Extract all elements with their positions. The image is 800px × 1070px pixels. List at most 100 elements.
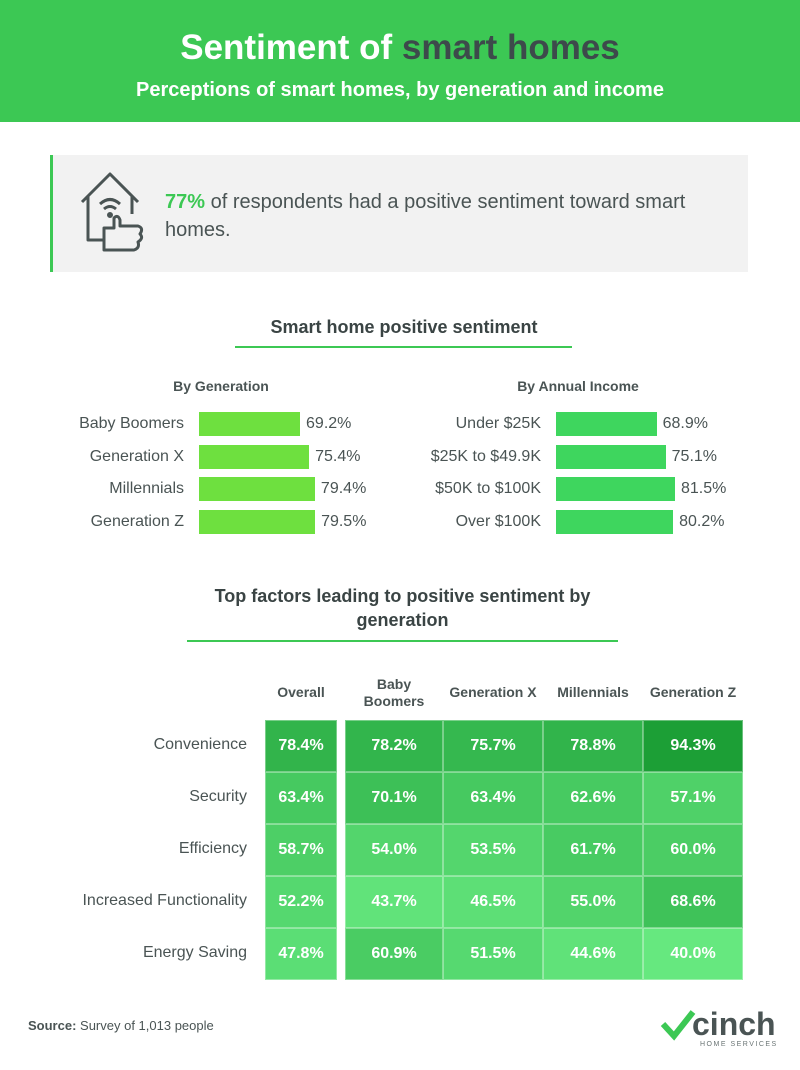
value-label: 79.4% bbox=[320, 480, 367, 497]
heatmap-cell bbox=[345, 772, 443, 824]
subtitle: Perceptions of smart homes, by generatio… bbox=[136, 79, 664, 101]
cell-label: 75.7% bbox=[470, 737, 516, 754]
value-label: 80.2% bbox=[679, 513, 725, 530]
heatmap-cell bbox=[643, 824, 743, 876]
cell-label: 57.1% bbox=[670, 789, 716, 806]
cell-label: 60.0% bbox=[670, 841, 716, 858]
logo-tagline: HOME SERVICES bbox=[700, 1041, 778, 1048]
cell-label: 51.5% bbox=[470, 945, 516, 962]
heatmap-cell bbox=[265, 928, 337, 980]
cell-label: 78.8% bbox=[570, 737, 616, 754]
cell-label: 70.1% bbox=[371, 789, 417, 806]
heatmap-cell bbox=[543, 824, 643, 876]
heatmap-cell bbox=[543, 772, 643, 824]
source-label: Source: bbox=[28, 1018, 77, 1033]
bar bbox=[556, 412, 657, 436]
logo-name: cinch bbox=[692, 1006, 776, 1042]
heatmap-cell bbox=[543, 876, 643, 928]
section-underline bbox=[235, 346, 572, 348]
heatmap-cell bbox=[265, 772, 337, 824]
cell-label: 58.7% bbox=[278, 841, 324, 858]
cell-label: 53.5% bbox=[470, 841, 516, 858]
title: Sentiment of smart homes bbox=[0, 28, 800, 68]
bar bbox=[199, 412, 301, 436]
category-label: Generation Z bbox=[90, 513, 184, 530]
section-title: Smart home positive sentiment bbox=[270, 317, 538, 337]
cell-label: 60.9% bbox=[371, 945, 417, 962]
row-label: Efficiency bbox=[178, 840, 247, 857]
cell-label: 63.4% bbox=[470, 789, 516, 806]
heatmap-cell bbox=[345, 824, 443, 876]
category-label: Baby Boomers bbox=[79, 415, 184, 432]
heatmap-title: Top factors leading to positive sentimen… bbox=[214, 586, 591, 630]
heatmap-cell bbox=[265, 720, 337, 772]
heatmap-cell bbox=[643, 928, 743, 980]
heatmap-cell bbox=[643, 876, 743, 928]
cell-label: 54.0% bbox=[371, 841, 417, 858]
cell-label: 46.5% bbox=[470, 893, 516, 910]
bar-chart-title: By Annual Income bbox=[517, 378, 639, 394]
source: Source: Survey of 1,013 people bbox=[28, 1018, 214, 1033]
callout-box bbox=[50, 155, 748, 272]
cell-label: 52.2% bbox=[278, 893, 324, 910]
heatmap-cell bbox=[643, 772, 743, 824]
heatmap-cell bbox=[265, 824, 337, 876]
source-text: Survey of 1,013 people bbox=[80, 1018, 214, 1033]
category-label: Generation X bbox=[89, 448, 184, 465]
column-header: Generation Z bbox=[649, 684, 737, 700]
column-header: Millennials bbox=[557, 684, 629, 700]
cell-label: 78.4% bbox=[278, 737, 324, 754]
bar bbox=[556, 445, 666, 469]
value-label: 68.9% bbox=[662, 415, 708, 432]
cell-label: 47.8% bbox=[278, 945, 324, 962]
category-label: Over $100K bbox=[455, 513, 541, 530]
row-label: Increased Functionality bbox=[82, 892, 247, 909]
heatmap-cell bbox=[345, 928, 443, 980]
cell-label: 68.6% bbox=[670, 893, 716, 910]
heatmap-cell bbox=[443, 720, 543, 772]
value-label: 81.5% bbox=[680, 480, 727, 497]
category-label: $50K to $100K bbox=[435, 480, 541, 497]
heatmap-cell bbox=[345, 876, 443, 928]
value-label: 69.2% bbox=[306, 415, 352, 432]
heatmap-underline bbox=[187, 640, 618, 642]
row-label: Convenience bbox=[153, 736, 247, 753]
heatmap-cell bbox=[543, 720, 643, 772]
heatmap-cell bbox=[443, 772, 543, 824]
category-label: $25K to $49.9K bbox=[430, 448, 541, 465]
bar bbox=[556, 510, 674, 534]
heatmap-cell bbox=[265, 876, 337, 928]
cell-label: 55.0% bbox=[570, 893, 616, 910]
heatmap-cell bbox=[543, 928, 643, 980]
house-icon bbox=[80, 172, 144, 252]
value-label: 75.4% bbox=[315, 448, 361, 465]
callout-text: 77% of respondents had a positive sentim… bbox=[165, 188, 735, 244]
logo-check bbox=[660, 1010, 696, 1041]
bar bbox=[199, 477, 315, 501]
bar bbox=[199, 510, 316, 534]
value-label: 79.5% bbox=[321, 513, 367, 530]
row-label: Energy Saving bbox=[142, 944, 247, 961]
callout-body: of respondents had a positive sentiment … bbox=[165, 191, 686, 241]
bar-chart-title: By Generation bbox=[173, 378, 269, 394]
category-label: Under $25K bbox=[455, 415, 541, 432]
cell-label: 43.7% bbox=[371, 893, 417, 910]
cell-label: 78.2% bbox=[371, 737, 417, 754]
heatmap-cell bbox=[345, 720, 443, 772]
row-label: Security bbox=[189, 788, 247, 805]
column-header: Baby Boomers bbox=[363, 676, 425, 709]
cell-label: 63.4% bbox=[278, 789, 324, 806]
title-highlight: smart homes bbox=[401, 28, 620, 67]
heatmap-cell bbox=[443, 824, 543, 876]
category-label: Millennials bbox=[109, 480, 184, 497]
cell-label: 62.6% bbox=[570, 789, 616, 806]
cell-label: 44.6% bbox=[570, 945, 616, 962]
cell-label: 40.0% bbox=[670, 945, 716, 962]
title-start: Sentiment of bbox=[180, 28, 393, 67]
column-header: Generation X bbox=[449, 684, 537, 700]
value-label: 75.1% bbox=[671, 448, 718, 465]
column-header: Overall bbox=[277, 684, 325, 700]
heatmap-cell bbox=[443, 928, 543, 980]
heatmap-cell bbox=[443, 876, 543, 928]
cell-label: 61.7% bbox=[570, 841, 616, 858]
